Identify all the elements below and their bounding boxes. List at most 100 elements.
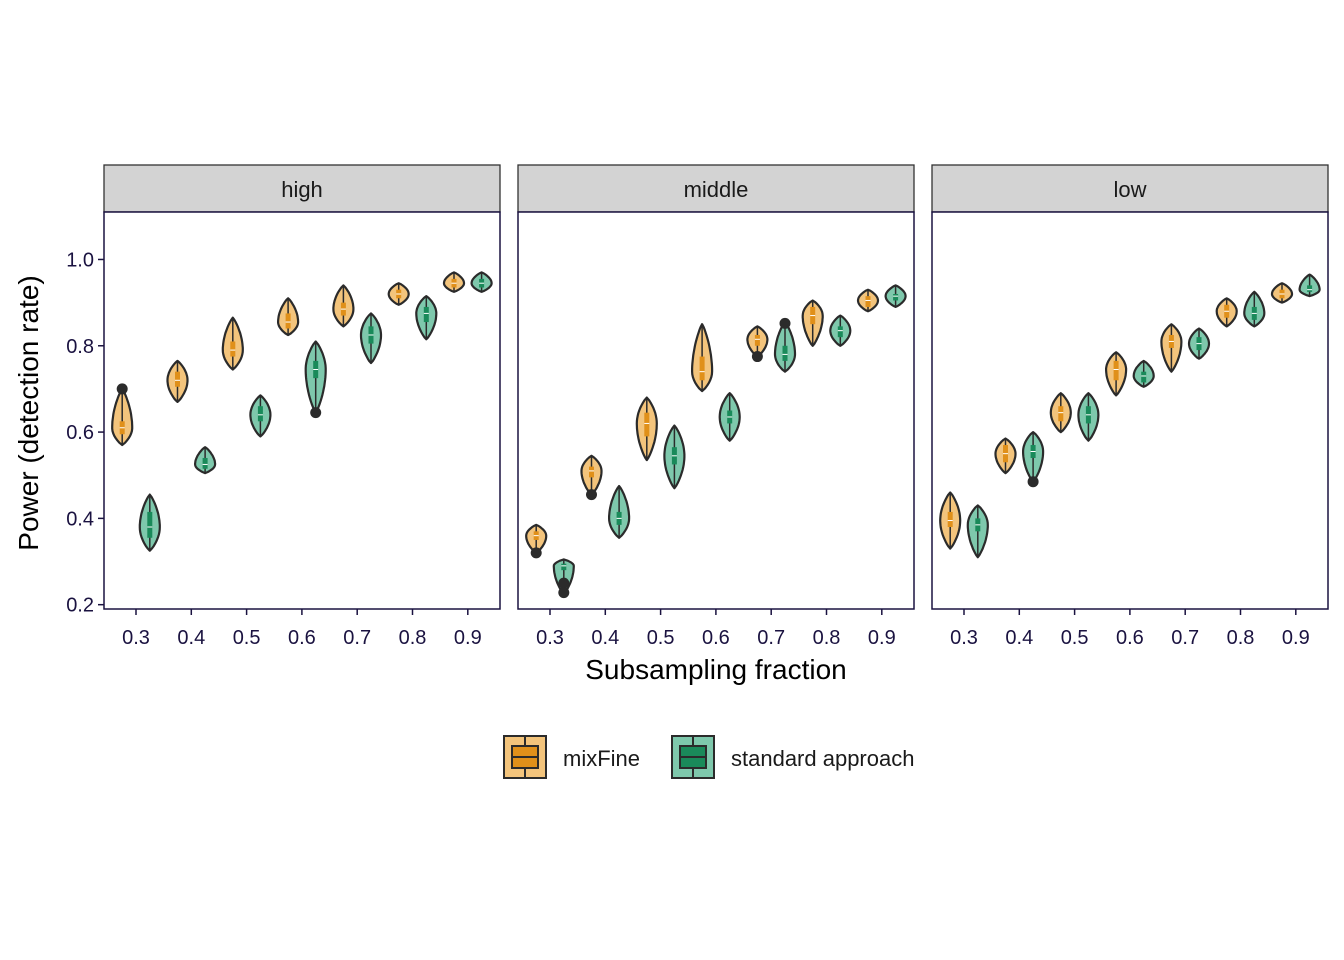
violin-standard-0.3 — [552, 558, 575, 599]
panel-middle: middle 0.3 0.4 0.5 0.6 0.7 0.8 0.9 — [517, 164, 915, 649]
outlier-point — [116, 383, 128, 395]
violin-box — [202, 457, 208, 469]
violin-box — [947, 511, 953, 528]
violin-mixfine-0.4 — [994, 437, 1017, 475]
x-tick-label: 0.9 — [454, 627, 482, 649]
facet-strip — [103, 164, 501, 213]
violin-mixfine-0.5 — [635, 396, 658, 462]
violin-standard-0.9 — [884, 284, 907, 308]
y-tick-label: 1.0 — [66, 249, 94, 271]
violin-box — [644, 412, 650, 437]
x-tick-label: 0.4 — [1005, 627, 1033, 649]
x-tick-label: 0.6 — [288, 627, 316, 649]
y-axis-title: Power (detection rate) — [13, 275, 44, 550]
violin-mixfine-0.9 — [442, 271, 466, 293]
violin-mixfine-0.3 — [939, 491, 962, 550]
violin-standard-0.5 — [249, 394, 272, 438]
x-tick-label: 0.5 — [1061, 627, 1089, 649]
violin-standard-0.3 — [138, 493, 161, 552]
violin-standard-0.4 — [608, 484, 631, 539]
x-tick-label: 0.7 — [1171, 627, 1199, 649]
violin-standard-0.4 — [194, 446, 217, 475]
x-tick-label: 0.9 — [868, 627, 896, 649]
violin-standard-0.9 — [1298, 273, 1321, 298]
x-tick-label: 0.3 — [122, 627, 150, 649]
y-tick-label: 0.8 — [66, 336, 94, 358]
x-tick-label: 0.6 — [1116, 627, 1144, 649]
x-tick-label: 0.3 — [536, 627, 564, 649]
violin-box — [285, 313, 291, 329]
violin-box — [561, 563, 567, 571]
violin-mixfine-0.6 — [691, 323, 714, 393]
violin-standard-0.9 — [470, 271, 493, 293]
violin-box — [699, 356, 705, 381]
x-tick-label: 0.4 — [591, 627, 619, 649]
x-tick-label: 0.7 — [757, 627, 785, 649]
violin-box — [423, 306, 429, 323]
violin-standard-0.8 — [415, 295, 438, 341]
violin-standard-0.6 — [304, 340, 327, 419]
x-tick-label: 0.4 — [177, 627, 205, 649]
legend-label-standard-approach: standard approach — [731, 746, 914, 771]
plot-panel — [517, 211, 915, 610]
x-tick-label: 0.9 — [1282, 627, 1310, 649]
facet-label: low — [1113, 177, 1146, 202]
violin-box — [754, 334, 760, 346]
legend-label-mixfine: mixFine — [563, 746, 640, 771]
panel-high: high 0.3 0.4 0.5 0.6 0.7 0.8 0.9 — [103, 164, 501, 649]
violin-box — [837, 326, 843, 338]
y-tick-label: 0.2 — [66, 595, 94, 617]
x-tick-label: 0.7 — [343, 627, 371, 649]
facet-label: middle — [684, 177, 749, 202]
x-tick-label: 0.8 — [1227, 627, 1255, 649]
violin-mixfine-0.3 — [111, 383, 134, 447]
violin-mixfine-0.5 — [221, 316, 244, 371]
plot-panel — [931, 211, 1329, 610]
violin-box — [893, 293, 899, 301]
legend-key-mixfine — [503, 735, 547, 779]
violin-standard-0.6 — [718, 392, 741, 442]
violin-box — [147, 511, 153, 538]
violin-box — [589, 466, 594, 478]
outlier-point — [779, 317, 791, 329]
violin-mixfine-0.6 — [1105, 351, 1128, 397]
x-tick-label: 0.6 — [702, 627, 730, 649]
violin-standard-0.3 — [966, 504, 989, 559]
violin-mixfine-0.3 — [525, 523, 548, 559]
violin-box — [865, 296, 871, 307]
plot-panel — [103, 211, 501, 610]
violin-mixfine-0.8 — [387, 282, 410, 306]
violin-mixfine-0.8 — [1215, 297, 1238, 328]
violin-standard-0.8 — [829, 314, 852, 347]
y-tick-label: 0.4 — [66, 508, 94, 530]
facet-strip — [517, 164, 915, 213]
violin-mixfine-0.6 — [277, 297, 300, 337]
outlier-point — [586, 489, 597, 501]
violin-standard-0.7 — [773, 317, 797, 373]
violin-standard-0.8 — [1243, 290, 1266, 328]
violin-standard-0.7 — [1187, 327, 1211, 360]
violin-mixfine-0.4 — [580, 454, 603, 501]
violin-box — [782, 345, 788, 361]
violin-mixfine-0.9 — [856, 288, 880, 313]
violin-mixfine-0.8 — [801, 299, 824, 347]
panel-low: low 0.3 0.4 0.5 0.6 0.7 0.8 0.9 — [931, 164, 1329, 649]
violin-standard-0.6 — [1132, 359, 1155, 388]
outlier-point — [530, 547, 542, 559]
violin-mixfine-0.7 — [332, 284, 355, 328]
y-tick-label: 0.6 — [66, 422, 94, 444]
x-axis-title: Subsampling fraction — [585, 654, 846, 685]
violin-mixfine-0.7 — [1160, 323, 1183, 373]
y-axis: 0.2 0.4 0.6 0.8 1.0 — [66, 249, 104, 617]
x-tick-label: 0.8 — [813, 627, 841, 649]
violin-box — [1058, 406, 1064, 422]
violin-mixfine-0.5 — [1049, 392, 1072, 434]
outlier-point — [1027, 476, 1039, 488]
violin-standard-0.4 — [1022, 431, 1045, 488]
outlier-point — [310, 407, 322, 419]
legend-key-standard-approach — [671, 735, 715, 779]
violin-box — [1113, 360, 1119, 381]
violin-mixfine-0.9 — [1270, 282, 1294, 304]
outlier-point — [558, 587, 570, 599]
